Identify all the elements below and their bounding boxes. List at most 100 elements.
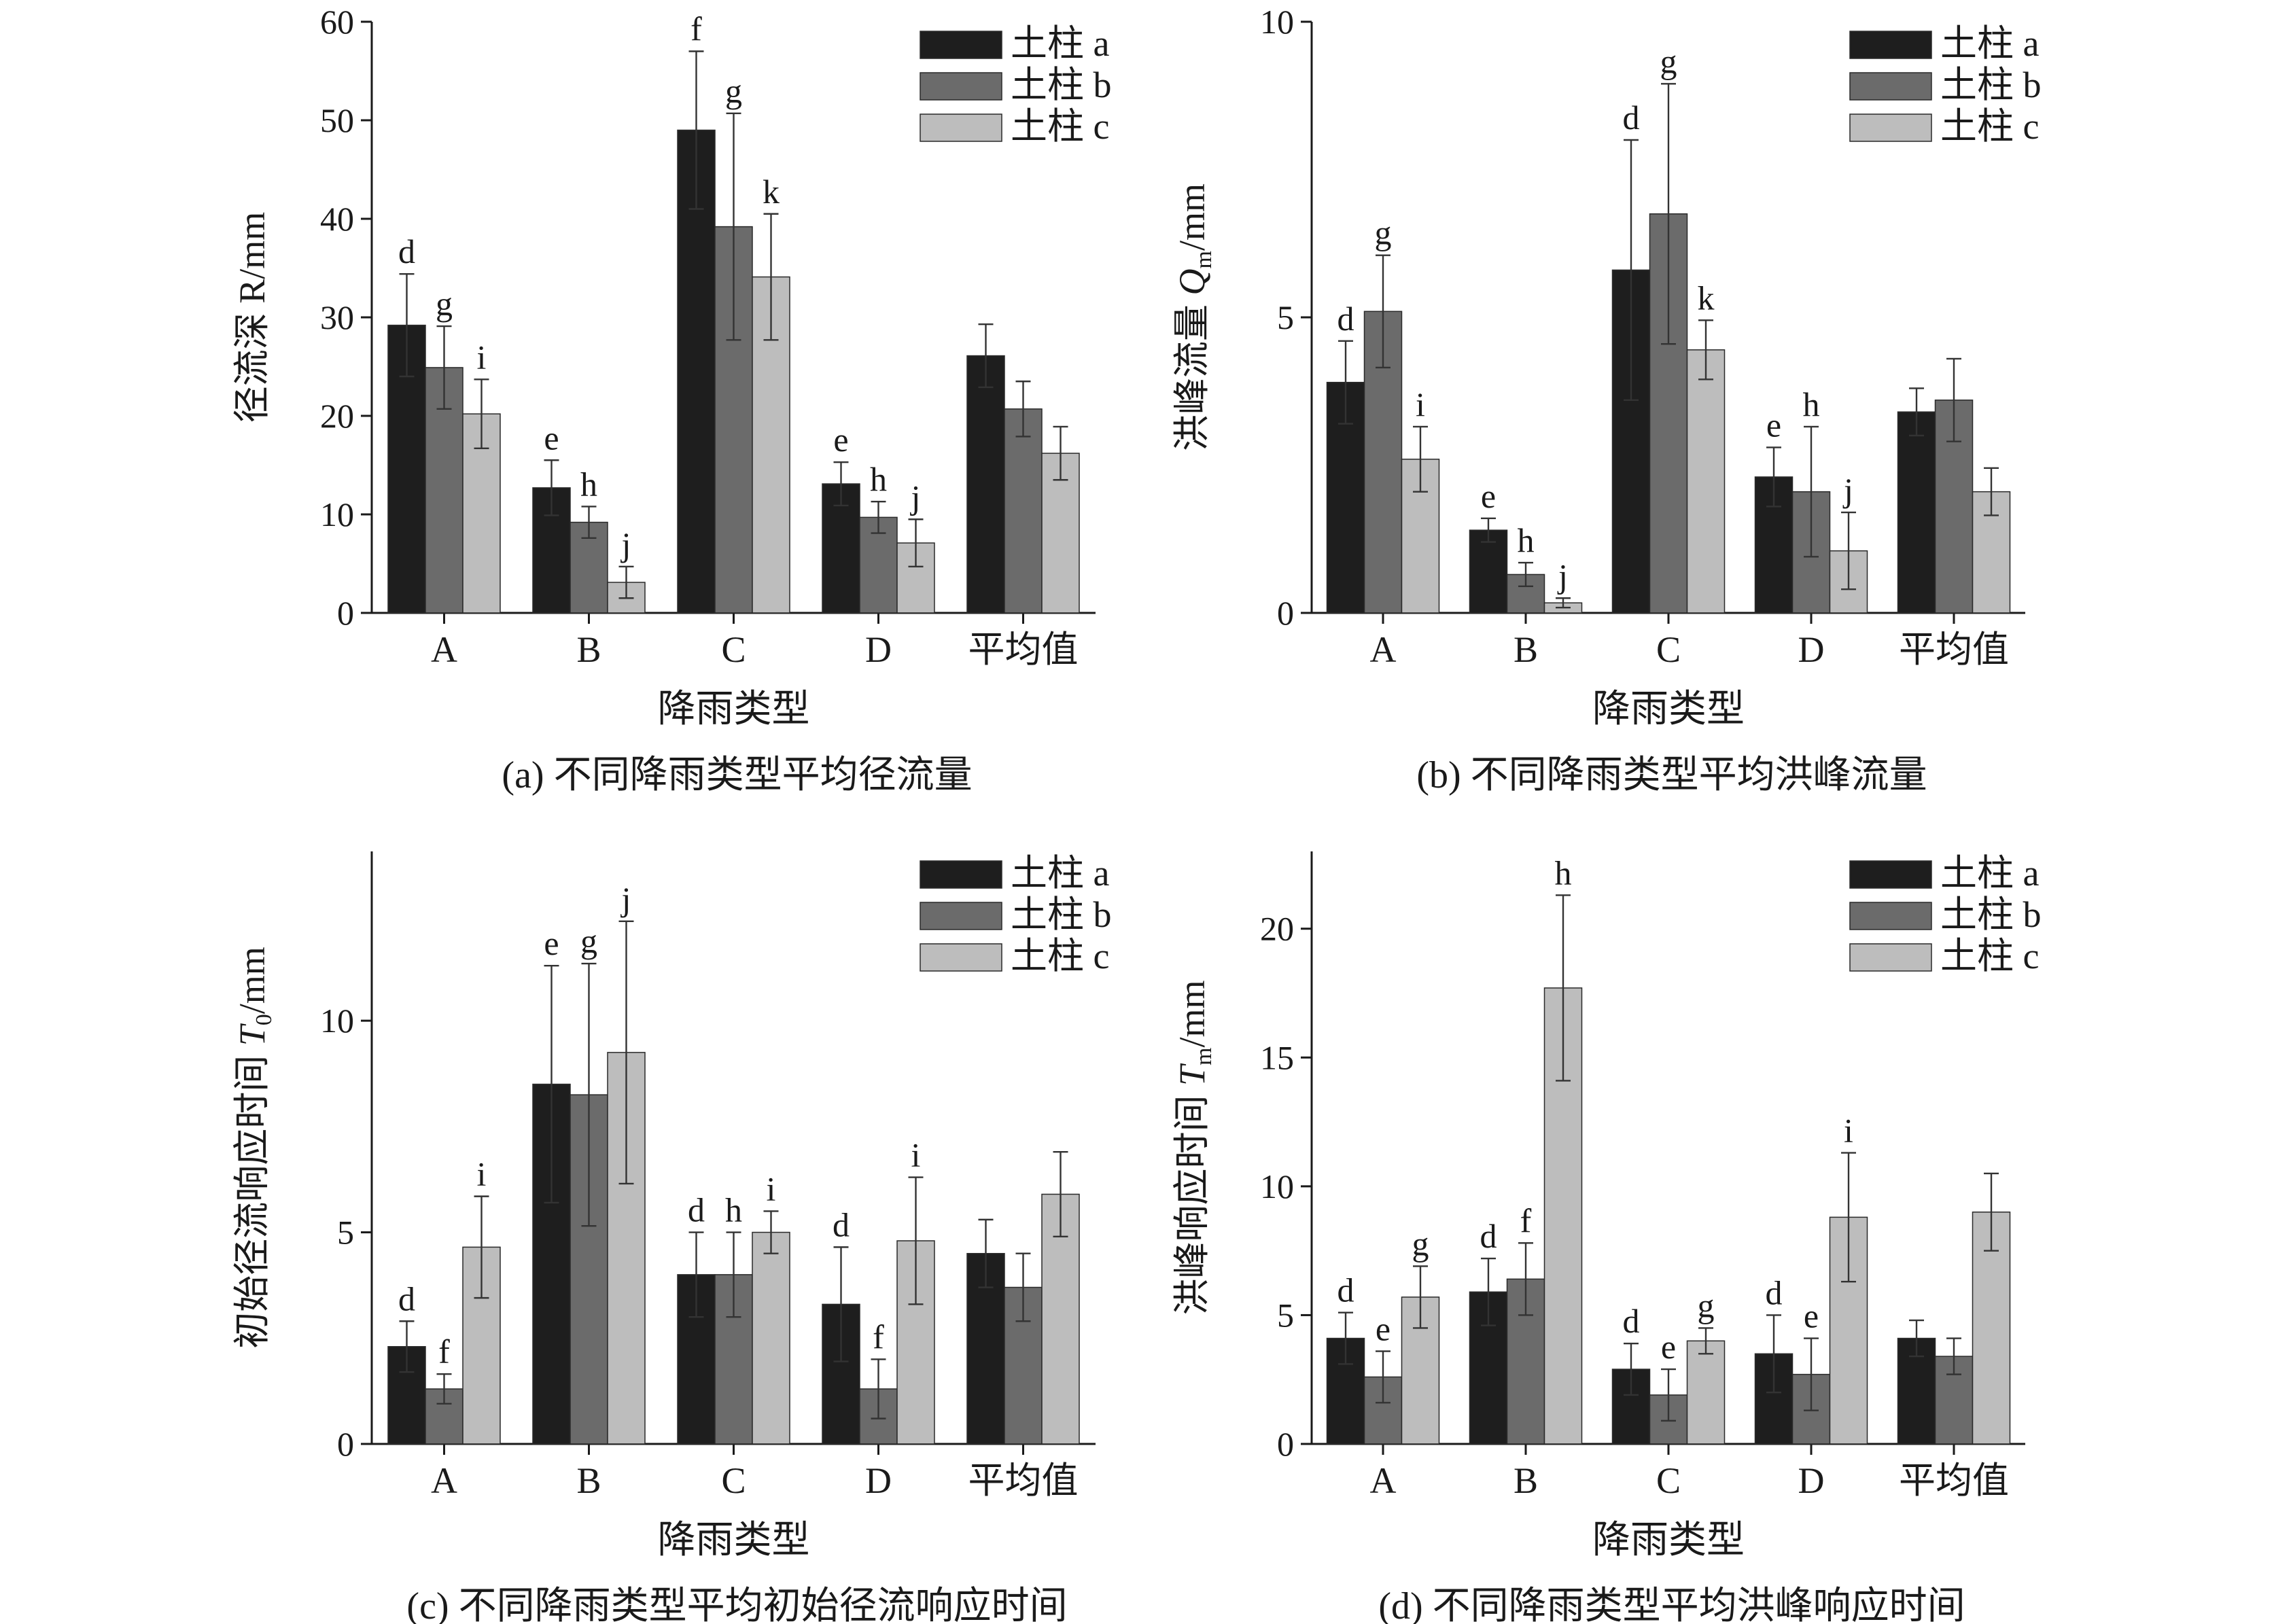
significance-label: e [1766, 406, 1781, 444]
significance-label: j [1557, 557, 1568, 595]
significance-label: f [873, 1318, 884, 1356]
x-tick-label: C [1656, 1460, 1681, 1501]
significance-label: i [1844, 1112, 1853, 1150]
x-tick-label: B [576, 629, 601, 670]
bar [822, 1303, 860, 1445]
significance-label: d [1337, 300, 1354, 338]
significance-label: g [1660, 42, 1677, 80]
bar [1686, 1340, 1726, 1445]
significance-label: e [1661, 1328, 1676, 1366]
y-tick-label: 40 [320, 200, 354, 238]
y-axis-title: 洪峰响应时间 Tm/mm [1172, 980, 1217, 1315]
y-tick-label: 10 [1260, 1167, 1294, 1205]
bar [1469, 529, 1508, 614]
x-tick-label: 平均值 [1899, 629, 2009, 670]
significance-label: d [1766, 1273, 1783, 1311]
x-tick-label: C [1656, 629, 1681, 670]
chart-panel-b: 0 5 10 A B C D 平均值 d e d e g h g h i j k j 土柱 a土柱 b土柱 c 降雨类型 洪… [1172, 3, 2042, 796]
legend-label: 土柱 c [1011, 936, 1109, 976]
legend-swatch [920, 31, 1002, 59]
x-tick-label: D [1798, 629, 1825, 670]
legend-swatch [920, 113, 1002, 142]
y-tick-label: 30 [320, 298, 354, 336]
significance-label: d [1623, 99, 1640, 137]
significance-label: h [725, 1191, 742, 1229]
legend-swatch [920, 943, 1002, 972]
bar [714, 226, 753, 614]
x-tick-label: 平均值 [1899, 1460, 2009, 1501]
x-axis-title: 降雨类型 [658, 688, 810, 730]
legend-label: 土柱 a [1940, 23, 2039, 64]
bar [966, 355, 1005, 614]
bar [1686, 349, 1726, 614]
significance-label: i [477, 1155, 487, 1193]
significance-label: h [1518, 521, 1535, 559]
y-tick-label: 20 [320, 397, 354, 435]
significance-label: d [1480, 1217, 1497, 1255]
y-tick-label: 0 [1277, 1425, 1294, 1463]
significance-label: j [620, 525, 631, 563]
significance-label: k [1698, 279, 1715, 317]
bar [1506, 1278, 1545, 1445]
legend-label: 土柱 c [1940, 106, 2039, 147]
legend-swatch [1849, 113, 1932, 142]
panel-caption: (c) 不同降雨类型平均初始径流响应时间 [406, 1585, 1067, 1624]
significance-label: g [580, 922, 597, 960]
significance-label: k [763, 173, 780, 211]
x-axis-title: 降雨类型 [658, 1519, 810, 1561]
x-tick-label: C [721, 1460, 746, 1501]
bar [677, 129, 716, 614]
significance-label: i [767, 1169, 776, 1207]
significance-label: j [910, 478, 921, 516]
x-tick-label: B [1514, 629, 1538, 670]
x-tick-label: D [865, 629, 892, 670]
legend-label: 土柱 b [1011, 894, 1112, 935]
legend-label: 土柱 a [1940, 853, 2039, 894]
legend-label: 土柱 c [1011, 106, 1109, 147]
legend-swatch [1849, 31, 1932, 59]
y-tick-label: 0 [1277, 594, 1294, 632]
significance-label: h [870, 460, 887, 498]
x-axis-title: 降雨类型 [1592, 1519, 1745, 1561]
x-tick-label: A [431, 1460, 457, 1501]
y-tick-label: 0 [337, 1425, 354, 1463]
x-tick-label: B [1514, 1460, 1538, 1501]
x-tick-label: A [1370, 629, 1397, 670]
y-tick-label: 5 [1277, 1296, 1294, 1334]
y-tick-label: 5 [1277, 298, 1294, 336]
bar [1506, 573, 1545, 614]
y-tick-label: 5 [337, 1214, 354, 1252]
y-axis-title: 初始径流响应时间 T0/mm [232, 947, 277, 1349]
significance-label: d [688, 1191, 705, 1229]
legend-label: 土柱 c [1940, 936, 2039, 976]
y-tick-label: 60 [320, 3, 354, 41]
panel-caption: (b) 不同降雨类型平均洪峰流量 [1416, 754, 1927, 796]
y-tick-label: 20 [1260, 910, 1294, 948]
significance-label: g [436, 285, 453, 323]
legend-swatch [1849, 943, 1932, 972]
significance-label: j [620, 880, 631, 918]
legend-swatch [920, 860, 1002, 889]
y-tick-label: 0 [337, 594, 354, 632]
panel-caption: (d) 不同降雨类型平均洪峰响应时间 [1378, 1585, 1965, 1624]
significance-label: i [477, 338, 487, 376]
y-tick-label: 10 [1260, 3, 1294, 41]
significance-label: d [1337, 1271, 1354, 1309]
significance-label: d [398, 232, 415, 270]
y-tick-label: 10 [320, 1002, 354, 1040]
legend-swatch [1849, 860, 1932, 889]
significance-label: h [580, 465, 597, 503]
significance-label: g [725, 72, 742, 110]
y-axis-title: 径流深 R/mm [232, 212, 273, 423]
bar [752, 1231, 790, 1445]
panel-caption: (a) 不同降雨类型平均径流量 [502, 754, 972, 796]
x-tick-label: A [431, 629, 457, 670]
significance-label: g [1698, 1286, 1715, 1324]
significance-label: i [911, 1136, 921, 1174]
legend-label: 土柱 a [1011, 23, 1109, 64]
chart-panel-a: 0 10 20 30 40 50 60 A B C D 平均值 d e f e g h g h i j k j 土柱 a土柱 b… [232, 3, 1112, 796]
significance-label: f [690, 10, 702, 48]
bar [1004, 408, 1043, 614]
x-tick-label: B [576, 1460, 601, 1501]
